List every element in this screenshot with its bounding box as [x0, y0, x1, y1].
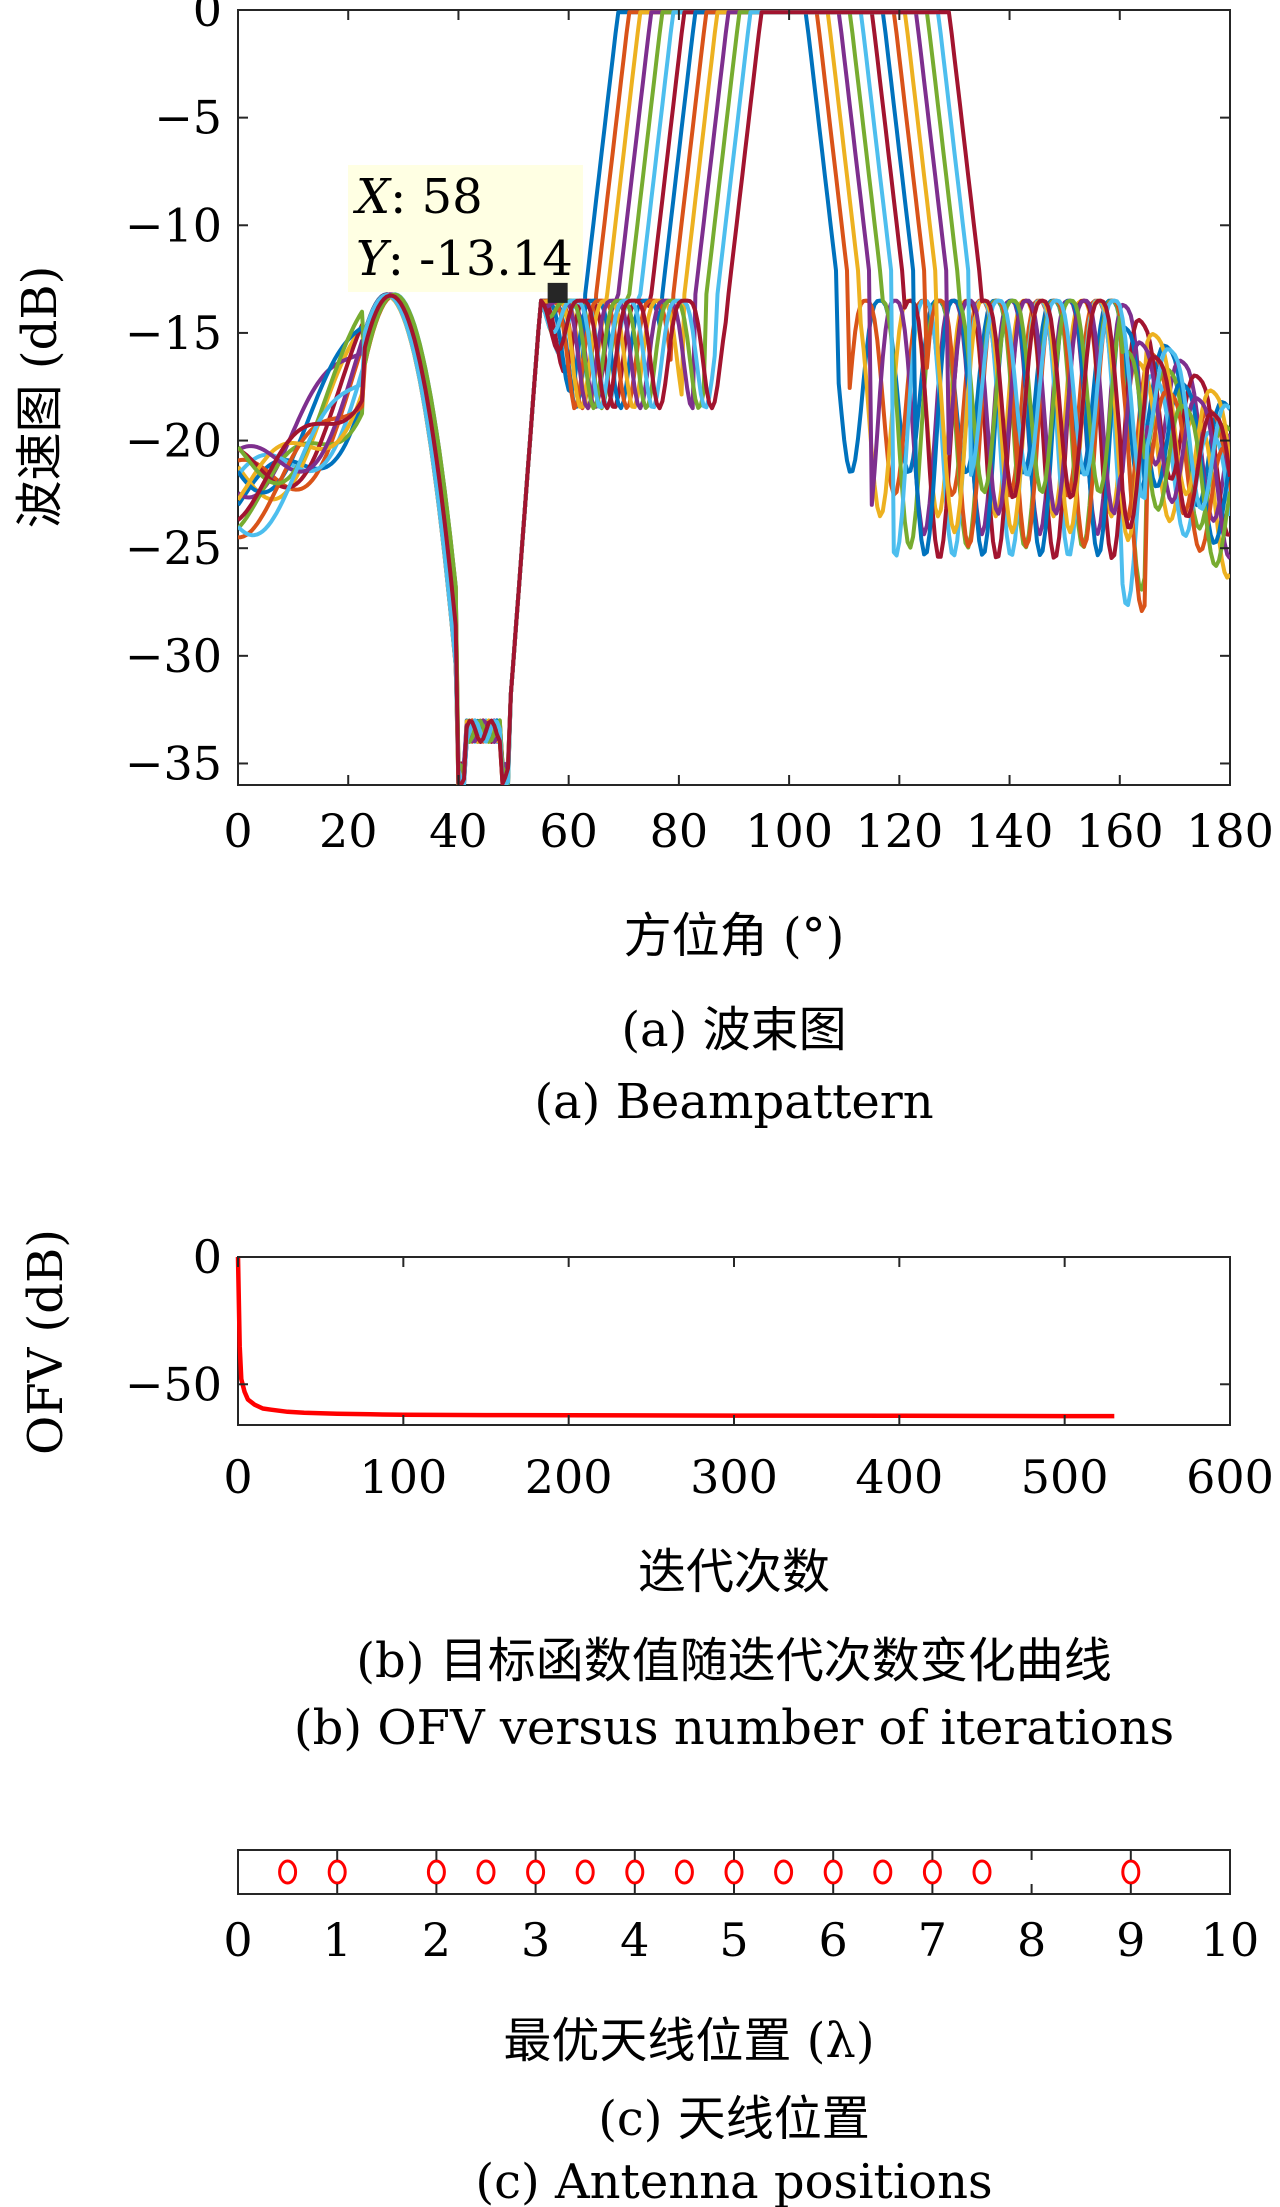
x-tick-label: 20	[319, 804, 378, 858]
x-tick-label: 120	[855, 804, 943, 858]
x-tick-label: 180	[1186, 804, 1274, 858]
x-tick-label: 7	[918, 1913, 947, 1967]
panel-c-caption-en: (c) Antenna positions	[475, 2154, 992, 2207]
datatip-marker[interactable]	[547, 282, 568, 303]
antenna-marker	[426, 1859, 446, 1885]
y-tick-label: −20	[125, 414, 222, 468]
x-tick-label: 100	[359, 1450, 447, 1504]
x-tick-label: 300	[690, 1450, 778, 1504]
beampattern-curves	[238, 10, 1230, 785]
datatip-y-label: Y	[356, 231, 392, 287]
x-tick-label: 400	[855, 1450, 943, 1504]
x-tick-label: 9	[1116, 1913, 1145, 1967]
panel-a-xlabel: 方位角 (°)	[624, 908, 845, 964]
antenna-marker	[476, 1859, 496, 1885]
panel-a-caption-zh: (a) 波束图	[621, 1002, 846, 1058]
panel-a-caption-en: (a) Beampattern	[534, 1074, 933, 1130]
x-tick-label: 3	[521, 1913, 550, 1967]
panel-b-caption-zh: (b) 目标函数值随迭代次数变化曲线	[356, 1633, 1111, 1689]
datatip-x-label: X	[352, 169, 392, 225]
x-tick-label: 40	[429, 804, 488, 858]
panel-a-ticks: 0 20 40 60 80 100 120 140 160 180 0 −5 −10 −15 −20 −25 −…	[125, 0, 1274, 858]
datatip-x-line: X: 58	[352, 169, 483, 225]
datatip-y-value: : -13.14	[388, 231, 573, 287]
x-tick-label: 4	[620, 1913, 649, 1967]
antenna-marker	[922, 1859, 942, 1885]
panel-b-caption-en: (b) OFV versus number of iterations	[294, 1700, 1174, 1756]
y-tick-label: −15	[125, 306, 222, 360]
antenna-marker	[1121, 1859, 1141, 1885]
antenna-marker	[575, 1859, 595, 1885]
antenna-marker	[873, 1859, 893, 1885]
y-tick-label: 0	[193, 0, 222, 37]
y-tick-label: −30	[125, 629, 222, 683]
x-tick-label: 0	[223, 1913, 252, 1967]
antenna-marker	[724, 1859, 744, 1885]
beampattern-line-13	[238, 10, 1230, 785]
panel-b-ylabel: OFV (dB)	[18, 1229, 74, 1455]
antenna-marker	[327, 1859, 347, 1885]
beampattern-line-12	[238, 10, 1230, 785]
x-tick-label: 500	[1021, 1450, 1109, 1504]
antenna-marker	[526, 1859, 546, 1885]
datatip-box	[348, 165, 583, 292]
x-tick-label: 60	[539, 804, 598, 858]
x-tick-label: 0	[223, 1450, 252, 1504]
x-tick-label: 10	[1201, 1913, 1260, 1967]
x-tick-label: 140	[966, 804, 1054, 858]
y-tick-label: −50	[125, 1357, 222, 1411]
panel-c-ticks: 0 1 2 3 4 5 6 7 8 9 10	[223, 1850, 1259, 1967]
datatip-x-value: : 58	[390, 169, 483, 225]
y-tick-label: −25	[125, 521, 222, 575]
antenna-marker	[278, 1859, 298, 1885]
y-tick-label: 0	[193, 1230, 222, 1284]
antenna-markers	[278, 1859, 1141, 1885]
y-tick-label: −35	[125, 736, 222, 790]
panel-c-xlabel: 最优天线位置 (λ)	[503, 2013, 874, 2069]
x-tick-label: 600	[1186, 1450, 1274, 1504]
x-tick-label: 8	[1017, 1913, 1046, 1967]
antenna-marker	[972, 1859, 992, 1885]
antenna-marker	[823, 1859, 843, 1885]
panel-b-axes-box	[237, 1256, 1231, 1426]
x-tick-label: 5	[719, 1913, 748, 1967]
antenna-marker	[774, 1859, 794, 1885]
x-tick-label: 80	[650, 804, 709, 858]
panel-a-ylabel: 波速图 (dB)	[12, 266, 68, 529]
panel-c: 0 1 2 3 4 5 6 7 8 9 10 最优天线位置 (λ) (c) 天线位置 (c) Ant…	[223, 1849, 1259, 2207]
panel-c-caption-zh: (c) 天线位置	[598, 2091, 870, 2147]
y-tick-label: −5	[154, 91, 222, 145]
x-tick-label: 6	[819, 1913, 848, 1967]
x-tick-label: 0	[223, 804, 252, 858]
datatip-y-line: Y: -13.14	[356, 231, 573, 287]
x-tick-label: 160	[1076, 804, 1164, 858]
x-tick-label: 1	[323, 1913, 352, 1967]
x-tick-label: 200	[525, 1450, 613, 1504]
panel-a: 0 20 40 60 80 100 120 140 160 180 0 −5 −10 −15 −20 −25 −…	[12, 0, 1274, 1130]
panel-b-xlabel: 迭代次数	[638, 1544, 830, 1600]
x-tick-label: 2	[422, 1913, 451, 1967]
antenna-marker	[625, 1859, 645, 1885]
beampattern-line-14	[238, 10, 1230, 785]
y-tick-label: −10	[125, 198, 222, 252]
x-tick-label: 100	[745, 804, 833, 858]
antenna-marker	[674, 1859, 694, 1885]
